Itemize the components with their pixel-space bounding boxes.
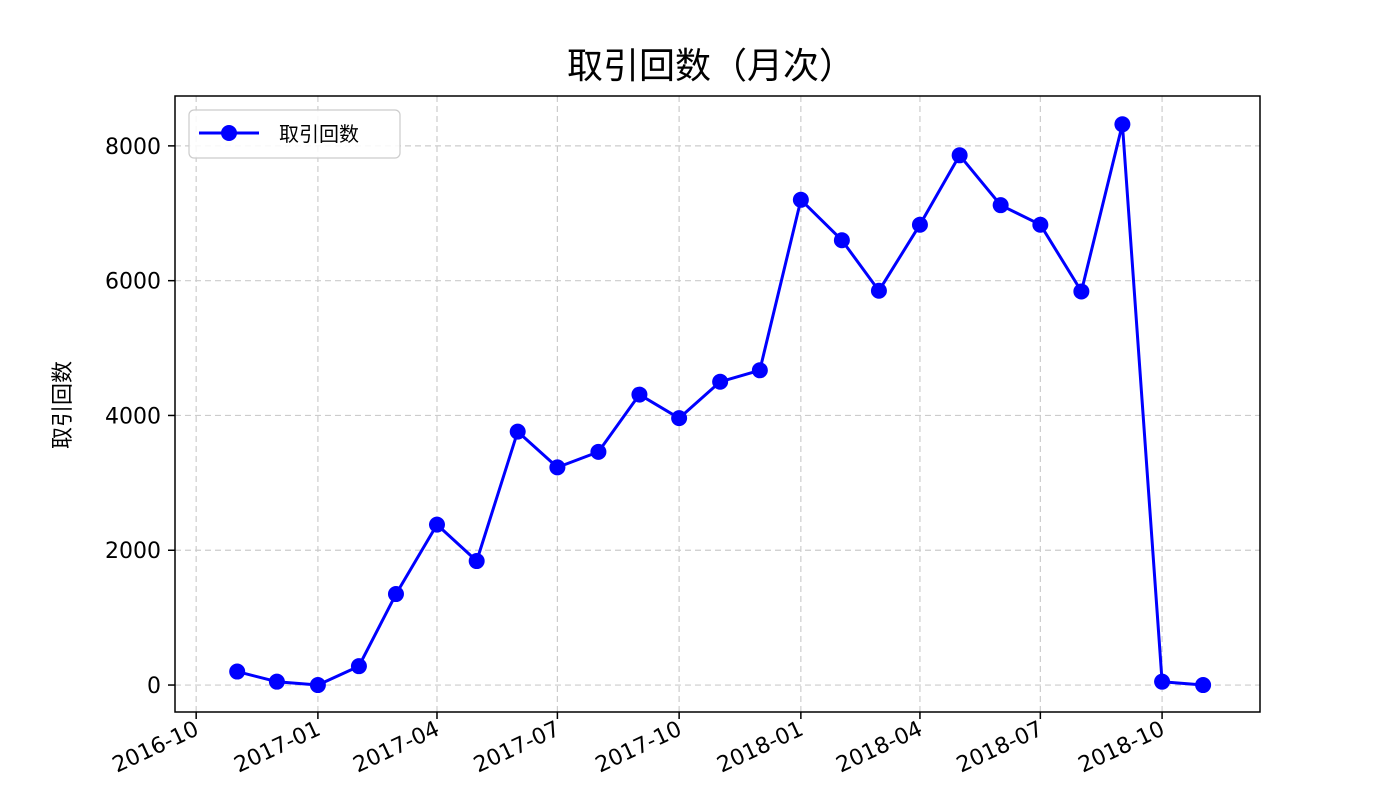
data-point (1032, 216, 1049, 233)
grid (175, 96, 1260, 712)
data-point (951, 147, 968, 164)
data-point (911, 216, 928, 233)
data-point (1154, 673, 1171, 690)
chart-title: 取引回数（月次） (567, 46, 855, 87)
data-point (1114, 116, 1131, 133)
x-tick-label: 2017-01 (231, 717, 325, 779)
y-tick-label: 4000 (105, 404, 161, 429)
data-point (229, 663, 246, 680)
data-point (509, 423, 526, 440)
y-tick-label: 6000 (105, 270, 161, 295)
data-point (712, 373, 729, 390)
data-point (387, 586, 404, 603)
data-point (549, 459, 566, 476)
x-tick-label: 2017-10 (592, 717, 686, 779)
x-tick-label: 2016-10 (109, 717, 203, 779)
y-axis: 0 2000 4000 6000 8000 (105, 135, 175, 699)
series-layer (229, 116, 1212, 694)
y-tick-label: 2000 (105, 539, 161, 564)
data-point (870, 282, 887, 299)
data-point (268, 673, 285, 690)
data-point (1195, 677, 1212, 694)
legend-marker (221, 125, 237, 141)
data-point (671, 410, 688, 427)
plot-frame (174, 95, 1261, 713)
data-point (428, 516, 445, 533)
data-point (792, 191, 809, 208)
y-axis-title: 取引回数 (51, 361, 76, 449)
x-tick-label: 2018-07 (953, 717, 1047, 779)
x-tick-label: 2017-04 (350, 717, 444, 779)
data-point (350, 658, 367, 675)
data-point (631, 386, 648, 403)
series-line (236, 122, 1204, 687)
legend-label: 取引回数 (279, 122, 359, 146)
x-tick-label: 2018-10 (1075, 717, 1169, 779)
data-point (833, 232, 850, 249)
data-point (590, 443, 607, 460)
data-point (751, 362, 768, 379)
data-point (309, 677, 326, 694)
x-tick-label: 2018-04 (833, 717, 927, 779)
data-point (468, 553, 485, 570)
legend-box (188, 109, 401, 159)
data-point (992, 197, 1009, 214)
x-axis: 2016-10 2017-01 2017-04 2017-07 2017-10 2018-… (109, 712, 1169, 778)
y-tick-label: 8000 (105, 135, 161, 160)
data-point (1073, 283, 1090, 300)
legend: 取引回数 (188, 109, 401, 159)
y-tick-label: 0 (147, 674, 161, 699)
x-tick-label: 2018-01 (714, 717, 808, 779)
x-tick-label: 2017-07 (470, 717, 564, 779)
